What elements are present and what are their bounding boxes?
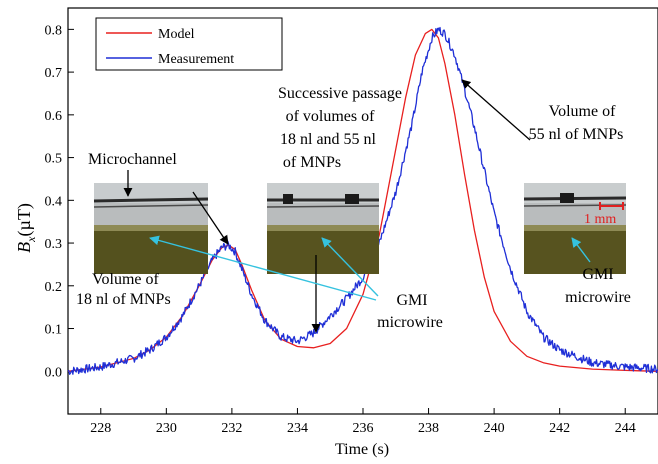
annotation-gmi-center-line1: GMI xyxy=(396,292,427,309)
y-axis-ticks: 0.0 0.1 0.2 0.3 0.4 0.5 0.6 0.7 0.8 xyxy=(45,23,74,380)
annotation-passage-line4: of MNPs xyxy=(283,154,341,171)
y-axis-label-unit: (µT) xyxy=(14,203,35,236)
y-tick-label: 0.0 xyxy=(45,365,63,380)
annotation-volume55-line2: 55 nl of MNPs xyxy=(529,126,624,143)
y-tick-label: 0.4 xyxy=(45,194,63,209)
annotation-volume18-line1: Volume of xyxy=(92,271,159,288)
y-axis-label-main: B xyxy=(14,242,34,253)
annotation-gmi-right-line1: GMI xyxy=(582,266,613,283)
x-tick-label: 230 xyxy=(156,421,177,436)
y-tick-label: 0.6 xyxy=(45,109,63,124)
legend: Model Measurement xyxy=(95,17,283,71)
arrow-peak1 xyxy=(192,191,229,245)
x-tick-label: 236 xyxy=(353,421,374,436)
photo-inset-left xyxy=(93,183,209,274)
annotation-volume18-line2: 18 nl of MNPs xyxy=(76,291,171,308)
x-tick-label: 228 xyxy=(90,421,111,436)
x-tick-label: 232 xyxy=(221,421,242,436)
annotation-passage-line3: 18 nl and 55 nl xyxy=(280,131,377,148)
x-tick-label: 234 xyxy=(287,421,308,436)
arrow-peak2 xyxy=(461,79,531,141)
y-tick-label: 0.7 xyxy=(45,66,63,81)
annotation-passage-line1: Successive passage xyxy=(278,85,402,102)
annotation-gmi-center-line2: microwire xyxy=(377,314,443,331)
y-tick-label: 0.8 xyxy=(45,23,63,38)
y-axis-label-sub: x xyxy=(24,236,38,243)
x-axis-ticks: 228 230 232 234 236 238 240 242 244 xyxy=(90,408,636,436)
legend-box xyxy=(95,17,283,71)
x-tick-label: 244 xyxy=(615,421,636,436)
annotation-gmi-right-line2: microwire xyxy=(565,289,631,306)
annotation-microchannel: Microchannel xyxy=(88,151,177,168)
annotation-volume55-line1: Volume of xyxy=(549,103,616,120)
arrow-gmi-right xyxy=(571,237,591,263)
x-axis-label: Time (s) xyxy=(335,441,389,458)
x-tick-label: 242 xyxy=(549,421,570,436)
y-tick-label: 0.2 xyxy=(45,280,63,295)
scale-label: 1 mm xyxy=(584,212,616,227)
arrow-gmi-to-left xyxy=(149,235,377,301)
x-tick-label: 240 xyxy=(484,421,505,436)
arrow-gmi-to-center xyxy=(321,237,379,297)
annotation-passage-line2: of volumes of xyxy=(286,108,376,125)
legend-label-measurement: Measurement xyxy=(158,52,234,67)
x-tick-label: 238 xyxy=(418,421,439,436)
y-axis-label: Bx(µT) xyxy=(14,203,38,253)
photo-inset-center xyxy=(266,183,380,274)
y-tick-label: 0.5 xyxy=(45,152,63,167)
svg-text:Bx(µT): Bx(µT) xyxy=(14,203,38,253)
legend-label-model: Model xyxy=(158,27,195,42)
y-tick-label: 0.3 xyxy=(45,237,63,252)
photo-inset-right: 1 mm xyxy=(523,183,627,274)
y-tick-label: 0.1 xyxy=(45,323,63,338)
